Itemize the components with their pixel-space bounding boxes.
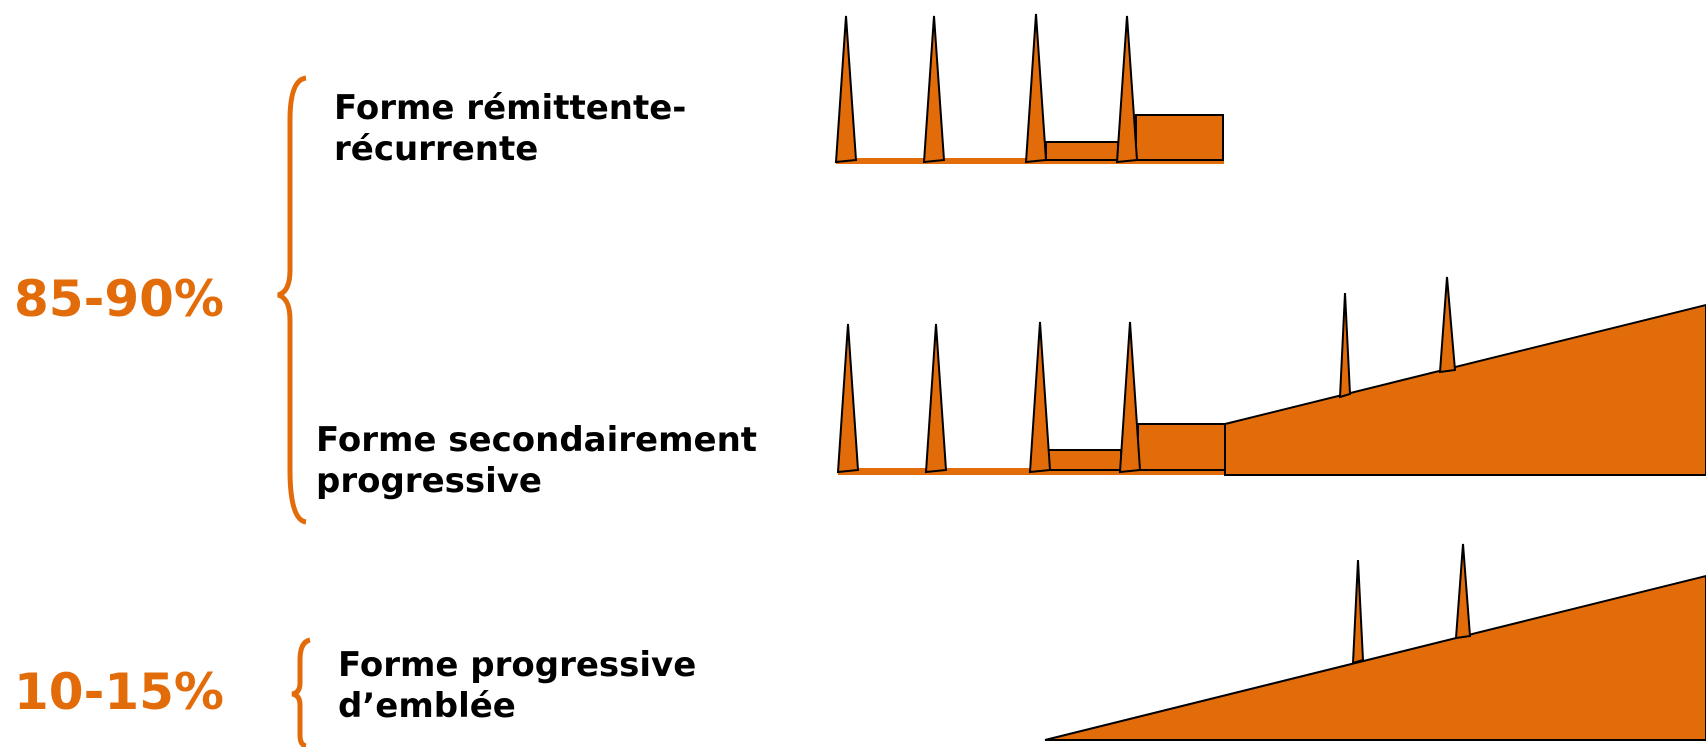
label-line-2: d’emblée <box>338 686 516 726</box>
residual-step-1 <box>1045 141 1119 161</box>
progressive-ramp <box>1224 303 1706 476</box>
relapse-peak <box>924 323 948 474</box>
relapse-peak <box>1438 276 1457 374</box>
brace-85-90 <box>277 75 307 525</box>
relapse-peak <box>1115 15 1139 164</box>
label-remittent-recurrent: Forme rémittente- récurrente <box>334 88 686 170</box>
label-line-1: Forme progressive <box>338 645 697 685</box>
residual-step-2 <box>1135 114 1224 161</box>
label-secondary-progressive: Forme secondairement progressive <box>316 420 757 502</box>
label-line-2: progressive <box>316 461 542 501</box>
label-line-1: Forme secondairement <box>316 420 758 460</box>
percentage-10-15: 10-15% <box>14 663 225 721</box>
label-line-2: récurrente <box>334 129 539 169</box>
residual-step-2 <box>1137 423 1226 471</box>
relapse-peak <box>1454 543 1472 640</box>
brace-10-15 <box>291 637 311 747</box>
relapse-peak <box>922 15 946 164</box>
progressive-ramp <box>1044 574 1706 741</box>
relapse-peak <box>836 323 860 474</box>
relapse-peak <box>1028 321 1052 474</box>
graph-secondary-progressive <box>836 276 1706 476</box>
relapse-peak <box>1024 13 1048 164</box>
label-primary-progressive: Forme progressive d’emblée <box>338 645 696 727</box>
label-line-1: Forme rémittente- <box>334 88 687 128</box>
residual-step-1 <box>1047 449 1122 471</box>
graph-remittent-recurrent <box>834 13 1224 164</box>
relapse-peak <box>1338 292 1352 399</box>
percentage-85-90: 85-90% <box>14 270 225 328</box>
relapse-peak <box>1118 321 1142 474</box>
graph-primary-progressive <box>1044 543 1706 741</box>
relapse-peak <box>834 15 858 164</box>
relapse-peak <box>1351 559 1365 665</box>
